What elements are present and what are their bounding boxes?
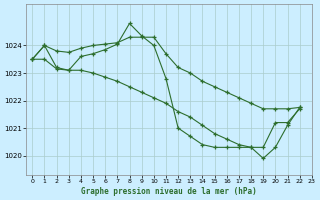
X-axis label: Graphe pression niveau de la mer (hPa): Graphe pression niveau de la mer (hPa) [81,187,257,196]
